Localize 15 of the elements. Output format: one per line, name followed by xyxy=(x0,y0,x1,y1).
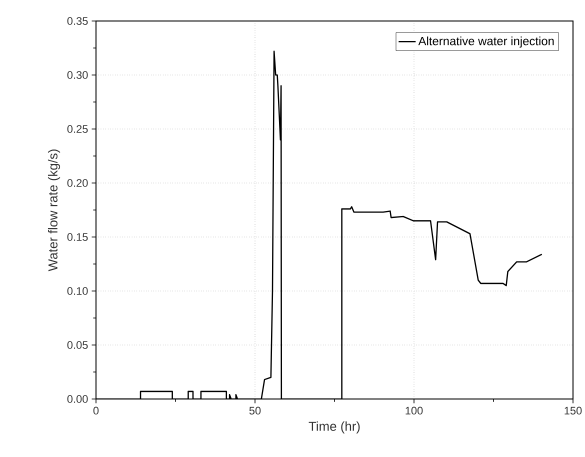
y-tick-label: 0.15 xyxy=(67,233,88,241)
y-tick-label: 0.10 xyxy=(67,287,88,295)
y-tick-label: 0.05 xyxy=(67,341,88,349)
y-tick-label: 0.00 xyxy=(67,395,88,403)
y-tick-label: 0.35 xyxy=(67,17,88,25)
x-tick-label: 50 xyxy=(249,406,261,415)
x-tick-label: 0 xyxy=(93,406,99,415)
x-tick-label: 150 xyxy=(564,406,582,415)
y-tick-label: 0.25 xyxy=(67,125,88,133)
x-axis-title: Time (hr) xyxy=(308,421,360,434)
legend-label: Alternative water injection xyxy=(418,36,554,48)
x-tick-label: 100 xyxy=(406,406,423,415)
y-tick-label: 0.30 xyxy=(67,71,88,79)
y-tick-label: 0.20 xyxy=(67,179,88,187)
y-axis-title: Water flow rate (kg/s) xyxy=(48,150,60,272)
